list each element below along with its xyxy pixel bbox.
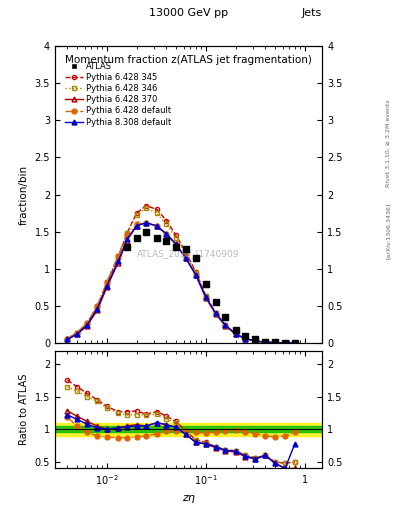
X-axis label: zη: zη xyxy=(182,493,195,503)
Text: ATLAS_2019_I1740909: ATLAS_2019_I1740909 xyxy=(138,249,240,259)
Text: [arXiv:1306.3436]: [arXiv:1306.3436] xyxy=(386,202,391,259)
Legend: ATLAS, Pythia 6.428 345, Pythia 6.428 346, Pythia 6.428 370, Pythia 6.428 defaul: ATLAS, Pythia 6.428 345, Pythia 6.428 34… xyxy=(64,62,171,126)
Text: Jets: Jets xyxy=(302,8,322,18)
Bar xyxy=(55,423,322,436)
Text: 13000 GeV pp: 13000 GeV pp xyxy=(149,8,228,18)
Y-axis label: Ratio to ATLAS: Ratio to ATLAS xyxy=(19,374,29,445)
Bar xyxy=(55,426,322,433)
Y-axis label: fraction/bin: fraction/bin xyxy=(19,164,29,225)
Text: Momentum fraction z(ATLAS jet fragmentation): Momentum fraction z(ATLAS jet fragmentat… xyxy=(65,55,312,65)
Text: Rivet 3.1.10, ≥ 3.2M events: Rivet 3.1.10, ≥ 3.2M events xyxy=(386,99,391,187)
